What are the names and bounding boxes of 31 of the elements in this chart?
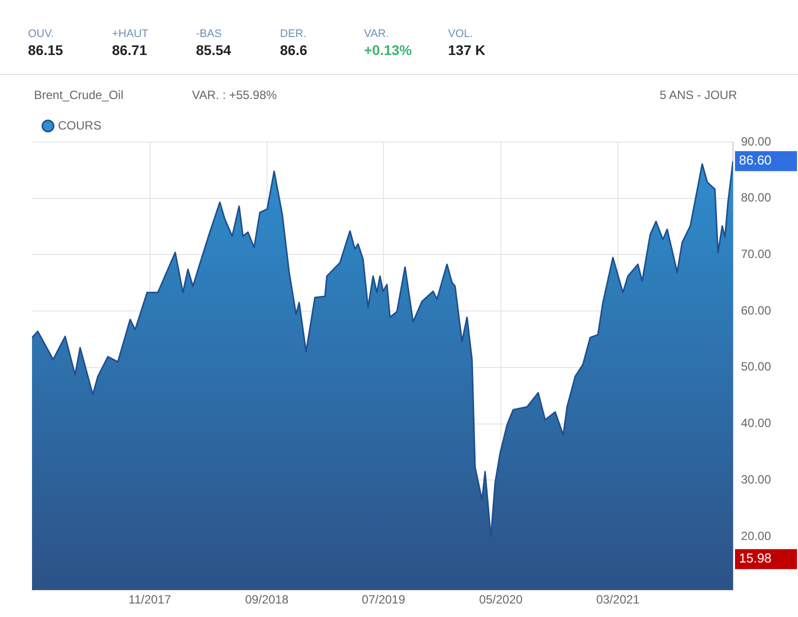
y-tick-label: 60.00 bbox=[741, 303, 772, 318]
text: OUV. bbox=[28, 28, 55, 40]
y-tick-label: 80.00 bbox=[741, 190, 772, 205]
text: 15.98 bbox=[739, 550, 772, 566]
x-tick-label: 05/2020 bbox=[479, 592, 523, 607]
legend-label: COURS bbox=[58, 118, 102, 132]
x-tick-label: 09/2018 bbox=[245, 592, 289, 607]
text: 86.6 bbox=[280, 42, 308, 58]
x-tick-label: 03/2021 bbox=[596, 592, 640, 607]
text: +0.13% bbox=[364, 42, 412, 58]
y-tick-label: 30.00 bbox=[741, 472, 772, 486]
text: 5 ANS - JOUR bbox=[660, 88, 737, 102]
y-tick-label: 40.00 bbox=[741, 416, 772, 430]
chart-title: Brent_Crude_Oil bbox=[34, 88, 124, 102]
text: 86.71 bbox=[112, 42, 148, 58]
text: DER. bbox=[280, 28, 308, 40]
text: VAR. bbox=[364, 28, 390, 40]
text: VOL. bbox=[448, 28, 474, 40]
text: 86.60 bbox=[739, 152, 772, 168]
y-tick-label: 20.00 bbox=[741, 528, 772, 543]
x-tick-label: 07/2019 bbox=[362, 592, 406, 607]
text: +HAUT bbox=[112, 28, 148, 40]
y-tick-label: 90.00 bbox=[741, 134, 772, 148]
text: 137 K bbox=[448, 42, 486, 58]
x-tick-label: 11/2017 bbox=[128, 592, 172, 607]
text: 85.54 bbox=[196, 42, 232, 58]
chart-subtitle: VAR. : +55.98% bbox=[192, 88, 277, 102]
y-tick-label: 70.00 bbox=[741, 247, 772, 262]
text: -BAS bbox=[196, 28, 223, 40]
text: 86.15 bbox=[28, 42, 64, 58]
y-tick-label: 50.00 bbox=[741, 360, 772, 374]
